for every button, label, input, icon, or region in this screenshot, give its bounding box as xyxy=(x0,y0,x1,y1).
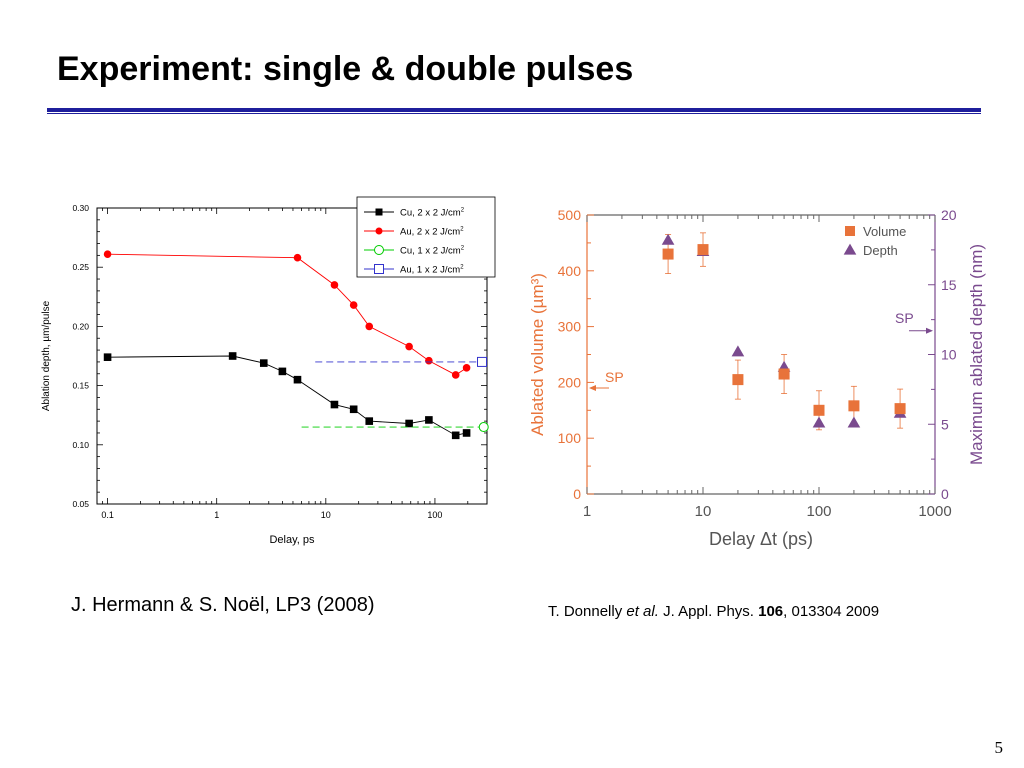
left-legend-label: Cu, 1 x 2 J/cm2 xyxy=(400,246,465,257)
left-legend-label: Cu, 2 x 2 J/cm2 xyxy=(400,208,465,219)
left-data-point xyxy=(103,250,112,258)
right-x-axis-label: Delay Δt (ps) xyxy=(709,529,813,549)
left-data-point xyxy=(451,431,460,440)
right-legend-label: Volume xyxy=(863,224,906,239)
left-data-point xyxy=(228,352,237,360)
right-legend-marker xyxy=(845,226,855,236)
left-data-point xyxy=(330,281,339,289)
left-y-tick-label: 0.10 xyxy=(72,440,89,450)
left-data-point xyxy=(425,416,433,424)
citation-rest: , 013304 2009 xyxy=(783,603,880,620)
right-depth-point xyxy=(731,345,745,357)
left-legend-marker xyxy=(375,208,383,216)
right-sp-label-right: SP xyxy=(895,310,914,326)
title-rule xyxy=(47,108,981,112)
left-data-point xyxy=(349,405,358,414)
right-volume-point xyxy=(778,368,790,380)
right-left-y-tick-label: 0 xyxy=(573,486,581,502)
right-left-y-tick-label: 200 xyxy=(558,374,582,390)
right-volume-point xyxy=(848,400,860,412)
right-sp-arrowhead-right xyxy=(926,327,933,334)
left-x-tick-label: 1 xyxy=(214,510,219,520)
left-y-tick-label: 0.20 xyxy=(72,321,89,331)
right-sp-label-left: SP xyxy=(605,369,624,385)
left-data-point xyxy=(293,375,302,384)
left-data-point xyxy=(103,353,112,361)
left-data-point xyxy=(462,364,471,372)
left-data-point xyxy=(330,400,339,409)
right-depth-point xyxy=(661,233,675,245)
left-data-point xyxy=(405,342,413,351)
left-legend-label: Au, 1 x 2 J/cm2 xyxy=(400,265,464,276)
left-legend-marker xyxy=(374,245,384,255)
left-plot-frame xyxy=(96,207,488,505)
citation-author: T. Donnelly xyxy=(548,603,627,620)
right-chart: 1 10 100 1000010020030040050005101520Delay … xyxy=(528,207,986,549)
right-depth-point xyxy=(812,416,826,428)
left-data-point xyxy=(365,322,374,331)
right-legend-label: Depth xyxy=(863,243,898,258)
right-sp-arrowhead-left xyxy=(589,384,596,391)
left-data-point xyxy=(278,367,287,376)
right-x-tick-label: 10 xyxy=(695,503,712,520)
left-x-tick-label: 0.1 xyxy=(101,510,114,520)
left-legend-marker xyxy=(375,227,383,235)
left-data-point xyxy=(365,417,374,425)
left-legend: Cu, 2 x 2 J/cm2 Au, 2 x 2 J/cm2 Cu, 1 x 2 … xyxy=(356,196,496,278)
left-x-axis-label: Delay, ps xyxy=(269,534,315,546)
left-data-point xyxy=(259,359,268,367)
right-depth-point xyxy=(847,416,861,428)
right-x-tick-label: 1000 xyxy=(918,503,951,520)
left-data-point xyxy=(293,253,302,262)
left-data-point xyxy=(462,429,471,437)
right-left-y-axis-label: Ablated volume (µm³) xyxy=(528,273,547,436)
citation-volume: 106 xyxy=(758,603,784,620)
citation-etal: et al. xyxy=(626,603,659,620)
caption-right: T. Donnelly et al. J. Appl. Phys. 106, 0… xyxy=(548,603,879,620)
left-data-point xyxy=(478,422,489,433)
left-y-tick-label: 0.15 xyxy=(72,381,89,391)
left-legend-marker xyxy=(374,264,384,274)
right-right-y-tick-label: 0 xyxy=(941,486,949,502)
left-series-line-0 xyxy=(107,355,467,436)
right-right-y-tick-label: 10 xyxy=(941,347,957,363)
right-left-y-tick-label: 500 xyxy=(558,207,582,223)
right-left-y-tick-label: 400 xyxy=(558,263,582,279)
right-right-y-tick-label: 20 xyxy=(941,207,957,223)
right-legend-marker xyxy=(843,243,857,255)
left-x-tick-label: 10 xyxy=(321,510,331,520)
right-x-tick-label: 100 xyxy=(806,503,831,520)
caption-left: J. Hermann & S. Noël, LP3 (2008) xyxy=(71,594,375,616)
left-data-point xyxy=(451,371,460,379)
left-y-axis-label: Ablation depth, µm/pulse xyxy=(41,300,52,411)
right-right-y-tick-label: 5 xyxy=(941,416,949,432)
left-y-tick-label: 0.30 xyxy=(72,203,89,213)
right-right-y-tick-label: 15 xyxy=(941,277,957,293)
right-x-tick-label: 1 xyxy=(583,503,591,520)
right-volume-point xyxy=(894,403,906,415)
right-left-y-tick-label: 100 xyxy=(558,430,582,446)
title-rule-thin xyxy=(47,113,981,114)
left-chart: 0.1 1 10 100 0.05 0.10 0.15 0.20 0.25 0.30 Delay, … xyxy=(41,196,496,546)
left-x-tick-label: 100 xyxy=(427,510,442,520)
right-volume-point xyxy=(813,404,825,416)
right-volume-point xyxy=(732,374,744,386)
right-legend: Volume Depth xyxy=(843,224,906,258)
slide-title: Experiment: single & double pulses xyxy=(57,50,634,88)
right-left-y-tick-label: 300 xyxy=(558,319,582,335)
left-data-point xyxy=(477,356,488,367)
right-volume-point xyxy=(697,244,709,256)
citation-journal: J. Appl. Phys. xyxy=(658,603,759,620)
left-y-tick-label: 0.05 xyxy=(72,499,89,509)
right-right-y-axis-label: Maximum ablated depth (nm) xyxy=(967,244,986,465)
left-data-point xyxy=(349,301,358,309)
page-number: 5 xyxy=(994,738,1004,757)
left-data-point xyxy=(425,356,433,365)
right-volume-point xyxy=(662,248,674,260)
left-y-tick-label: 0.25 xyxy=(72,262,89,272)
left-data-point xyxy=(405,419,413,428)
left-legend-label: Au, 2 x 2 J/cm2 xyxy=(400,227,464,238)
